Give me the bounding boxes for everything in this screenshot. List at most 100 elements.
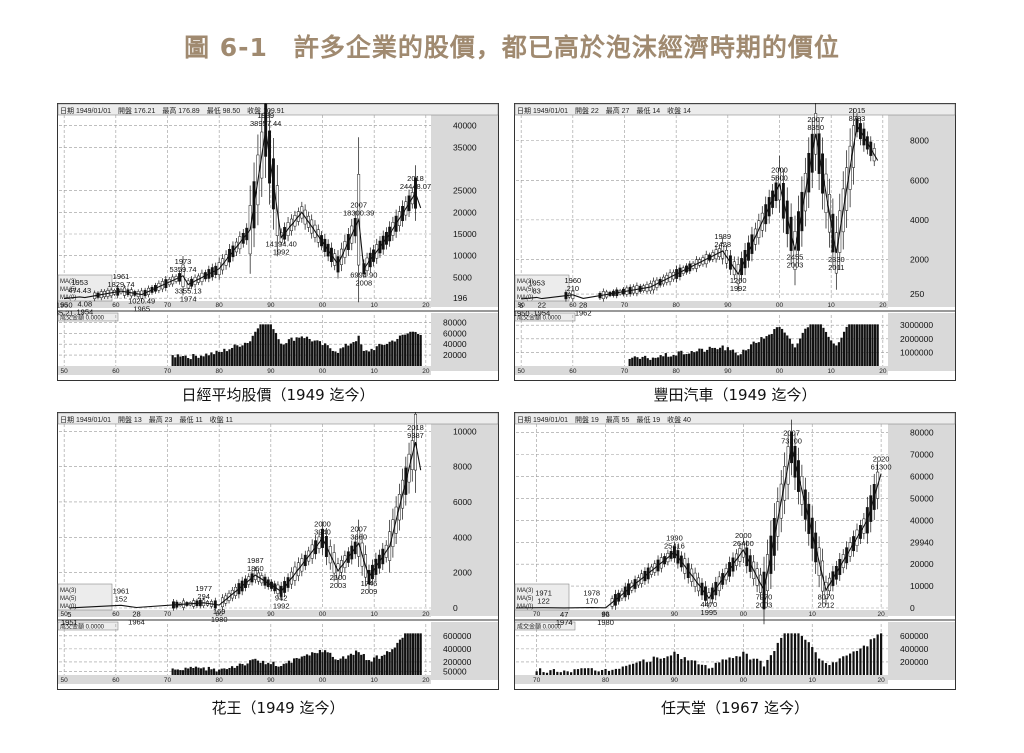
annotation-label: 2330: [828, 255, 845, 264]
annotation-label: 1974: [556, 618, 573, 627]
volume-header-box: [57, 312, 119, 322]
ma-legend-label: MA(5): [517, 596, 533, 602]
volume-x-tick-label: 20: [422, 677, 430, 684]
volume-bar: [230, 666, 234, 675]
volume-bar: [406, 633, 409, 675]
chart-frame: [57, 103, 499, 381]
volume-bar: [770, 333, 773, 366]
header-bar: [57, 103, 499, 116]
volume-bar: [590, 668, 593, 675]
volume-bar: [285, 343, 288, 366]
volume-bar: [675, 355, 678, 366]
volume-tick-label: 1000000: [900, 347, 933, 357]
volume-bar: [197, 667, 200, 675]
figure-title: 圖 6-1 許多企業的股價，都已高於泡沫經濟時期的價位: [184, 33, 840, 62]
volume-x-tick-label: 90: [671, 677, 679, 684]
chart-caption-kao: 花王（1949 迄今）: [211, 699, 345, 717]
x-tick-label: 50: [518, 302, 526, 309]
volume-bar: [635, 662, 638, 675]
volume-bar: [787, 633, 790, 675]
volume-bar: [649, 359, 652, 366]
volume-bar: [793, 633, 797, 675]
volume-bar: [352, 654, 355, 675]
volume-bar: [718, 347, 722, 366]
volume-bar: [264, 664, 267, 675]
x-tick-label: 60: [112, 302, 120, 309]
annotation-label: 1953: [71, 278, 88, 287]
volume-bar: [721, 659, 724, 675]
volume-bar: [321, 652, 324, 675]
annotation-label: 38957.44: [250, 119, 281, 128]
volume-bar: [404, 633, 407, 675]
volume-bar: [726, 347, 729, 366]
volume-bar: [360, 654, 363, 675]
price-line: [515, 447, 882, 609]
volume-bar: [391, 649, 394, 675]
volume-bar: [207, 355, 210, 366]
volume-bar: [225, 669, 229, 675]
annotation-label: 1951: [61, 618, 78, 627]
volume-bar: [349, 343, 353, 366]
volume-bar: [845, 326, 848, 366]
volume-bar: [855, 324, 859, 366]
annotation-label: 73200: [781, 436, 802, 445]
volume-bar: [762, 338, 766, 366]
volume-bar: [818, 658, 821, 675]
volume-tick-label: 80000: [443, 317, 467, 327]
volume-bar: [824, 331, 828, 366]
volume-bar: [388, 652, 391, 675]
volume-bar: [228, 349, 231, 366]
volume-bar: [621, 666, 624, 675]
volume-bar: [396, 338, 399, 366]
annotation-label: 1950: [57, 301, 73, 310]
volume-x-axis-strip: [515, 366, 888, 375]
volume-bar: [625, 665, 628, 675]
volume-bar: [828, 665, 831, 675]
chart-svg-nintendo: 日期 1949/01/01 開盤 19 最高 55 最低 19 收盤 40 成交金…: [514, 412, 956, 690]
annotation-label: 6: [519, 301, 523, 310]
y-tick-label: 5000: [453, 272, 472, 282]
volume-bar: [411, 633, 415, 675]
volume-bar: [264, 324, 267, 366]
annotation-label: 3660: [350, 532, 367, 541]
volume-bar: [171, 668, 174, 675]
volume-bar: [189, 359, 192, 366]
y-tick-label: 0: [453, 603, 458, 613]
volume-bar: [552, 669, 555, 675]
volume-bar: [228, 667, 231, 675]
volume-label: 成交金額 0.0000: [517, 623, 562, 631]
volume-bar: [210, 352, 213, 366]
volume-bar: [282, 663, 285, 675]
volume-bar: [601, 669, 604, 675]
volume-bar: [238, 663, 241, 675]
volume-bar: [329, 652, 332, 675]
volume-bar: [855, 650, 859, 675]
volume-x-tick-label: 80: [216, 677, 224, 684]
volume-bar: [365, 660, 368, 675]
volume-bar: [220, 668, 223, 675]
annotation-label: 1974: [180, 294, 197, 303]
x-axis-strip: [515, 610, 888, 617]
chart-header: 日期 1949/01/01 開盤 13 最高 23 最低 11 收盤 11: [60, 415, 233, 424]
volume-bar: [713, 347, 717, 366]
volume-bar: [336, 660, 340, 675]
volume-bar: [866, 324, 869, 366]
price-axis-band: [431, 424, 498, 616]
chart-svg-kao: 日期 1949/01/01 開盤 13 最高 23 最低 11 收盤 11 成交金…: [57, 412, 499, 690]
volume-x-axis-strip: [58, 675, 431, 684]
volume-bar: [801, 332, 804, 366]
volume-bar: [290, 337, 293, 366]
volume-bar: [638, 661, 642, 675]
volume-bar: [274, 666, 278, 675]
volume-bar: [174, 669, 177, 675]
volume-bar: [354, 650, 358, 675]
volume-bar: [663, 658, 666, 675]
volume-bar: [611, 669, 614, 675]
volume-bar: [721, 345, 724, 366]
x-tick-label: 00: [740, 611, 748, 618]
volume-bar: [806, 327, 810, 366]
annotation-label: 1989: [257, 111, 274, 120]
volume-bar: [212, 354, 216, 366]
volume-bar: [378, 343, 381, 366]
ma-legend-label: MA(0): [517, 604, 533, 610]
